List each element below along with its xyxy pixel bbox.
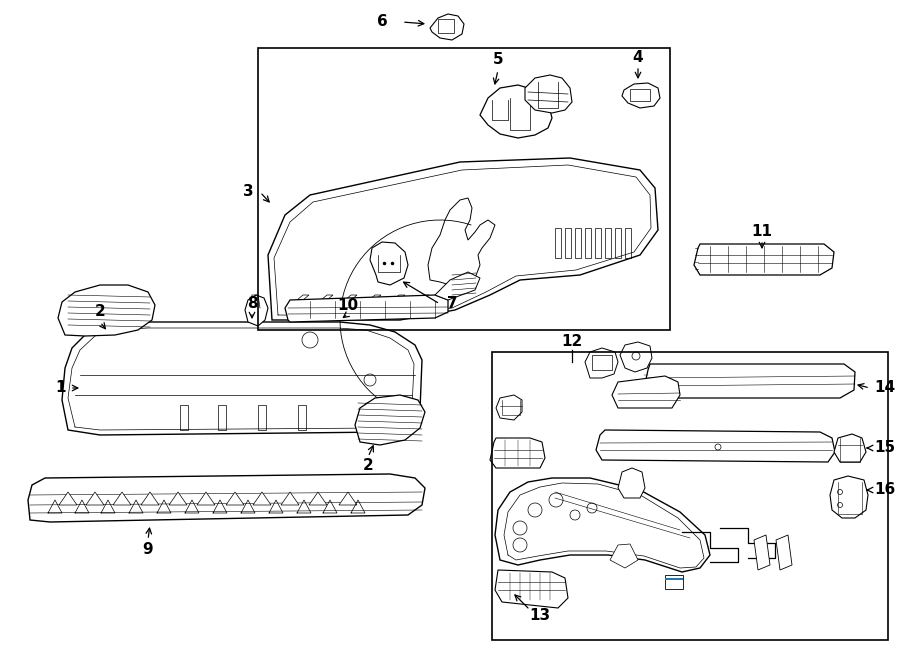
Polygon shape bbox=[28, 474, 425, 522]
Polygon shape bbox=[268, 158, 658, 320]
Polygon shape bbox=[429, 295, 453, 310]
Polygon shape bbox=[309, 295, 333, 310]
Polygon shape bbox=[495, 478, 710, 572]
Bar bbox=[565, 228, 571, 258]
Text: 2: 2 bbox=[363, 459, 374, 473]
Polygon shape bbox=[830, 476, 868, 518]
Polygon shape bbox=[754, 535, 770, 570]
Polygon shape bbox=[285, 295, 448, 322]
Polygon shape bbox=[113, 492, 131, 505]
Text: 2: 2 bbox=[94, 305, 105, 319]
Polygon shape bbox=[62, 322, 422, 435]
Bar bbox=[555, 228, 561, 258]
Text: 6: 6 bbox=[376, 15, 387, 30]
Text: 11: 11 bbox=[752, 225, 772, 239]
Polygon shape bbox=[525, 75, 572, 113]
Text: 5: 5 bbox=[492, 52, 503, 67]
Polygon shape bbox=[694, 244, 834, 275]
Polygon shape bbox=[309, 492, 327, 505]
Bar bbox=[592, 355, 612, 370]
Polygon shape bbox=[405, 295, 429, 310]
Bar bbox=[438, 19, 454, 33]
Bar bbox=[298, 405, 306, 430]
Bar bbox=[595, 228, 601, 258]
Polygon shape bbox=[370, 242, 408, 285]
Polygon shape bbox=[618, 468, 645, 498]
Polygon shape bbox=[339, 492, 357, 505]
Polygon shape bbox=[355, 395, 425, 445]
Polygon shape bbox=[245, 295, 268, 326]
Text: 3: 3 bbox=[243, 184, 253, 200]
Text: 9: 9 bbox=[143, 543, 153, 557]
Polygon shape bbox=[620, 342, 652, 372]
Polygon shape bbox=[357, 295, 381, 310]
Polygon shape bbox=[435, 272, 480, 300]
Bar bbox=[575, 228, 581, 258]
Polygon shape bbox=[333, 295, 357, 310]
Polygon shape bbox=[622, 83, 660, 108]
Polygon shape bbox=[58, 285, 155, 336]
Bar bbox=[585, 228, 591, 258]
Polygon shape bbox=[490, 438, 545, 468]
Text: 14: 14 bbox=[874, 381, 896, 395]
Text: 7: 7 bbox=[446, 297, 457, 311]
Polygon shape bbox=[495, 570, 568, 608]
Bar bbox=[180, 405, 188, 430]
Polygon shape bbox=[585, 348, 618, 378]
Bar bbox=[218, 405, 226, 430]
Polygon shape bbox=[169, 492, 187, 505]
Polygon shape bbox=[59, 492, 77, 505]
Polygon shape bbox=[197, 492, 215, 505]
Polygon shape bbox=[428, 198, 495, 288]
Text: 15: 15 bbox=[874, 440, 896, 455]
Text: 12: 12 bbox=[562, 334, 582, 350]
Polygon shape bbox=[644, 364, 855, 398]
Polygon shape bbox=[381, 295, 405, 310]
Polygon shape bbox=[141, 492, 159, 505]
Polygon shape bbox=[86, 492, 104, 505]
Polygon shape bbox=[596, 430, 835, 462]
Text: 8: 8 bbox=[247, 297, 257, 311]
Text: 1: 1 bbox=[56, 381, 66, 395]
Polygon shape bbox=[281, 492, 299, 505]
Polygon shape bbox=[285, 295, 309, 310]
Polygon shape bbox=[610, 544, 638, 568]
Text: 10: 10 bbox=[338, 297, 358, 313]
Text: 16: 16 bbox=[874, 483, 896, 498]
Polygon shape bbox=[480, 85, 552, 138]
Bar bbox=[665, 575, 683, 589]
Polygon shape bbox=[430, 14, 464, 40]
Bar bbox=[665, 578, 683, 580]
Polygon shape bbox=[834, 434, 866, 462]
Bar bbox=[258, 405, 266, 430]
Bar bbox=[492, 352, 888, 640]
Polygon shape bbox=[253, 492, 271, 505]
Bar bbox=[605, 228, 611, 258]
Text: 4: 4 bbox=[633, 50, 643, 65]
Bar bbox=[258, 48, 670, 330]
Polygon shape bbox=[226, 492, 244, 505]
Polygon shape bbox=[776, 535, 792, 570]
Text: 13: 13 bbox=[529, 609, 551, 623]
Polygon shape bbox=[612, 376, 680, 408]
Polygon shape bbox=[496, 395, 522, 420]
Bar bbox=[615, 228, 621, 258]
Bar bbox=[625, 228, 631, 258]
Bar bbox=[630, 89, 650, 101]
